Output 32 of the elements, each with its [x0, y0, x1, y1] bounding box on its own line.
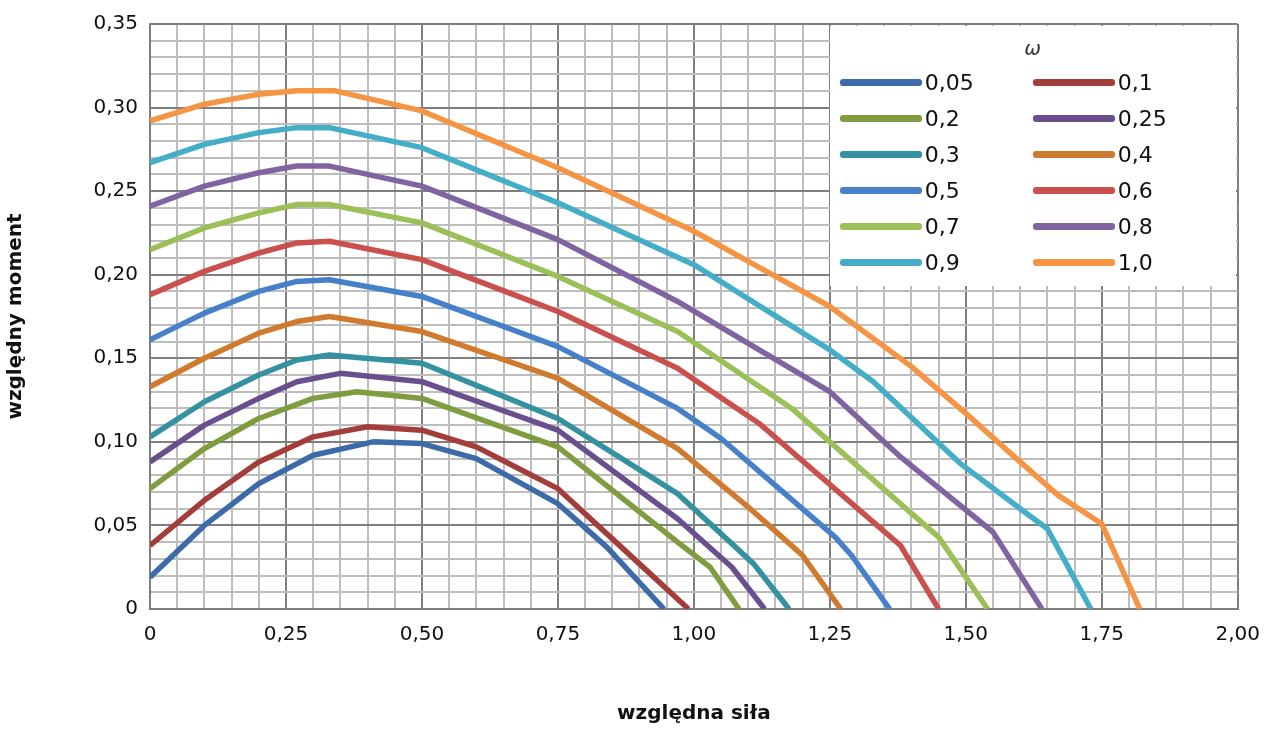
y-tick-label: 0,10: [93, 428, 138, 453]
x-tick-label: 0,50: [399, 621, 445, 646]
legend-label: 0,05: [924, 69, 974, 95]
legend-title: ω: [1023, 35, 1043, 62]
y-tick-label: 0,15: [93, 344, 138, 369]
x-tick-label: 1,75: [1079, 621, 1125, 646]
y-tick-label: 0,25: [93, 177, 138, 202]
y-axis-title: względny moment: [2, 212, 27, 420]
x-tick-label: 0,25: [263, 621, 309, 646]
legend-label: 0,3: [924, 141, 960, 167]
x-tick-label: 2,00: [1215, 621, 1260, 646]
y-tick-label: 0,05: [93, 511, 138, 536]
x-tick-label: 1,25: [807, 621, 853, 646]
legend-label: 1,0: [1117, 249, 1153, 275]
y-tick-label: 0,30: [93, 93, 138, 118]
legend-label: 0,2: [924, 105, 960, 131]
x-axis-title: względna siła: [617, 700, 771, 725]
legend-label: 0,7: [924, 213, 960, 239]
y-tick-label: 0: [125, 595, 138, 620]
legend-label: 0,4: [1117, 141, 1153, 167]
legend-label: 0,5: [924, 177, 960, 203]
x-tick-label: 1,00: [671, 621, 717, 646]
x-tick-label: 0,75: [535, 621, 581, 646]
legend-label: 0,6: [1117, 177, 1153, 203]
y-tick-label: 0,20: [93, 260, 138, 285]
legend-label: 0,25: [1117, 105, 1167, 131]
legend-label: 0,1: [1117, 69, 1153, 95]
x-tick-label: 0: [143, 621, 157, 646]
x-tick-label: 1,50: [943, 621, 989, 646]
y-tick-label: 0,35: [93, 10, 138, 35]
legend-label: 0,9: [924, 249, 960, 275]
legend-label: 0,8: [1117, 213, 1153, 239]
